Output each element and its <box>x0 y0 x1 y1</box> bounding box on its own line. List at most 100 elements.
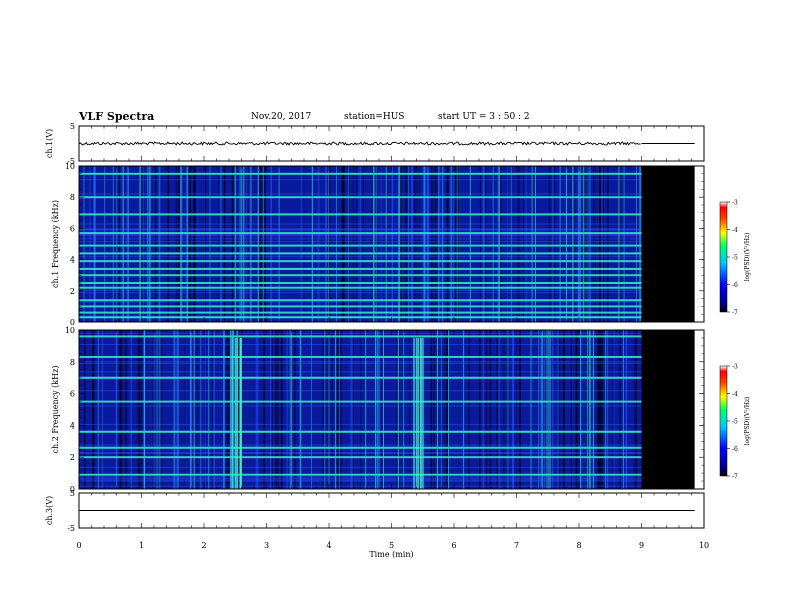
spectrogram-streak <box>130 330 132 489</box>
spectral-line <box>79 286 642 289</box>
y-tick-label: 2 <box>70 287 75 296</box>
spectrogram-streak <box>489 330 492 489</box>
colorbar-tick-label: -4 <box>732 391 738 398</box>
spectrogram-streak <box>286 330 288 489</box>
spectrogram-streak <box>269 330 272 489</box>
spectrogram-streak <box>140 330 143 489</box>
spectrogram-band <box>79 466 642 468</box>
spectrogram-streak <box>577 166 580 322</box>
sferic-streak <box>208 330 210 489</box>
spectrogram-streak <box>478 330 481 489</box>
spectrogram-streak <box>400 166 402 322</box>
spectrogram-streak <box>622 166 624 322</box>
spectrogram-streak <box>227 330 229 489</box>
spectrogram-streak <box>142 330 144 489</box>
spectrogram-streak <box>572 166 574 322</box>
spectrogram-streak <box>602 166 604 322</box>
spectrogram-background <box>79 330 642 489</box>
spectrogram-band <box>79 179 642 181</box>
spectrogram-streak <box>500 166 502 322</box>
sferic-streak <box>375 330 377 489</box>
spectrogram-streak <box>278 166 280 322</box>
spectrogram-streak <box>104 166 106 322</box>
sferic-streak <box>232 330 234 489</box>
spectral-line <box>79 305 642 308</box>
colorbar-tick-label: -4 <box>732 227 738 234</box>
spectrogram-streak <box>115 330 118 489</box>
spectrogram-streak <box>142 166 144 322</box>
spectrogram-streak <box>287 330 290 489</box>
burst-streak <box>413 338 415 489</box>
spectrogram-streak <box>328 166 331 322</box>
spectrogram-streak <box>126 330 128 489</box>
spectrogram-band <box>79 238 642 240</box>
colorbar-tick-label: -5 <box>732 419 738 426</box>
spectrogram-streak <box>498 330 500 489</box>
spectrogram-streak <box>446 330 449 489</box>
spectrogram-streak <box>246 166 248 322</box>
spectrogram-band <box>79 301 642 303</box>
sferic-streak <box>147 166 149 322</box>
spectrogram-streak <box>378 330 381 489</box>
no-data-region <box>641 330 695 489</box>
colorbar-label: log(PSD)(V²/Hz) <box>744 397 751 446</box>
sferic-streak <box>263 166 265 322</box>
spectrogram-band <box>79 292 642 294</box>
spectral-line <box>79 473 642 476</box>
spectral-line <box>79 172 642 175</box>
spectrogram-streak <box>507 330 509 489</box>
spectrogram-streak <box>260 166 262 322</box>
spectrogram-streak <box>440 330 442 489</box>
spectrogram-streak <box>238 330 240 489</box>
sferic-streak <box>383 330 384 489</box>
spectrogram-streak <box>594 166 596 322</box>
spectrogram-streak <box>158 166 161 322</box>
spectrogram-streak <box>503 330 505 489</box>
spectrogram-band <box>79 478 642 479</box>
burst-streak <box>236 338 238 489</box>
spectrogram-streak <box>551 330 552 489</box>
sferic-streak <box>83 166 85 322</box>
sferic-streak <box>543 330 545 489</box>
spectrogram-band <box>79 223 642 225</box>
spectrogram-streak <box>371 166 374 322</box>
spectrogram-streak <box>543 330 544 489</box>
spectrogram-band <box>79 235 642 237</box>
spectrogram-streak <box>618 166 621 322</box>
date-label: Nov.20, 2017 <box>251 112 312 122</box>
spectrogram-band <box>79 289 642 291</box>
y-tick-label: 8 <box>70 358 75 367</box>
spectrogram-streak <box>139 166 142 322</box>
spectrogram-streak <box>557 330 560 489</box>
spectrogram-streak <box>182 166 184 322</box>
spectrogram-streak <box>193 166 196 322</box>
spectrogram-streak <box>94 166 96 322</box>
y-tick-label: 5 <box>70 489 75 498</box>
sferic-streak <box>128 166 129 322</box>
spectral-line <box>79 252 642 255</box>
sferic-streak <box>193 330 195 489</box>
spectrogram-streak <box>604 330 607 489</box>
x-tick-label: 0 <box>76 541 81 550</box>
spectrogram-streak <box>338 330 340 489</box>
burst-streak <box>417 338 419 489</box>
spectrogram-streak <box>587 166 589 322</box>
spectral-line <box>79 430 642 433</box>
spectrogram-streak <box>247 166 249 322</box>
y-tick-label: -5 <box>67 524 75 533</box>
spectrogram-band <box>79 371 642 373</box>
spectrogram-streak <box>558 330 561 489</box>
spectrogram-streak <box>434 166 436 322</box>
spectrogram-streak <box>184 330 185 489</box>
spectrogram-streak <box>99 330 100 489</box>
spectrogram-band <box>79 448 642 450</box>
spectrogram-band <box>79 344 642 346</box>
spectrogram-streak <box>155 166 157 322</box>
spectrogram-streak <box>512 330 514 489</box>
spectrogram-streak <box>263 330 266 489</box>
spectrogram-streak <box>418 166 420 322</box>
spectrogram-streak <box>548 166 551 322</box>
sferic-streak <box>498 166 500 322</box>
colorbar-tick-label: -7 <box>732 474 738 481</box>
